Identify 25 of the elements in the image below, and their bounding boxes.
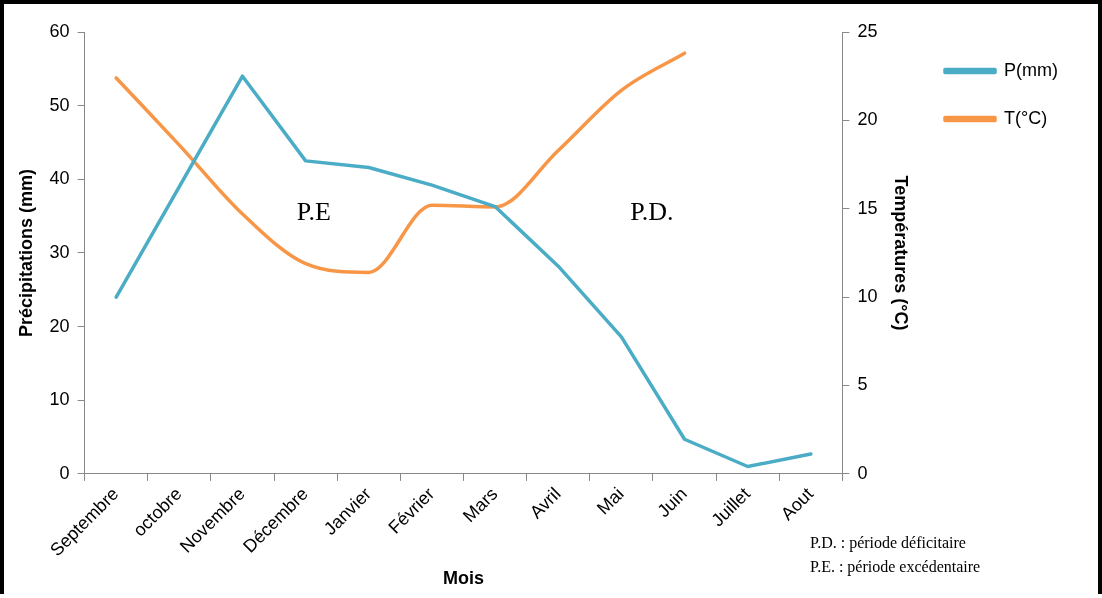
- y2-tick-label: 0: [857, 462, 868, 483]
- x-axis-title: Mois: [443, 568, 485, 589]
- y-tick-label: 20: [49, 315, 70, 336]
- line-series: [114, 51, 687, 275]
- y-tick-label: 30: [49, 241, 70, 262]
- annotation: P.E: [296, 196, 331, 226]
- y2-tick-label: 5: [857, 374, 868, 395]
- y-tick-label: 0: [59, 462, 70, 483]
- y-tick-label: 40: [49, 168, 70, 189]
- y2-tick-label: 15: [857, 197, 878, 218]
- x-tick-label: Mai: [593, 483, 628, 519]
- y-tick-label: 10: [49, 389, 70, 410]
- y-tick-label: 50: [49, 94, 70, 115]
- legend-label: T(°C): [1004, 107, 1048, 128]
- legend-label: P(mm): [1004, 59, 1058, 80]
- text: P.E. : période excédentaire: [810, 558, 981, 577]
- y2-axis-title: Températures (°C): [891, 175, 912, 331]
- y-tick-label: 60: [49, 20, 70, 41]
- annotation: P.D.: [630, 196, 674, 226]
- x-tick-label: Juin: [653, 483, 691, 522]
- y-axis-title: Précipitations (mm): [15, 168, 36, 337]
- y2-tick-label: 25: [857, 20, 878, 41]
- y2-tick-label: 10: [857, 286, 878, 307]
- text: P.D. : période déficitaire: [810, 534, 966, 553]
- y2-tick-label: 20: [857, 109, 878, 130]
